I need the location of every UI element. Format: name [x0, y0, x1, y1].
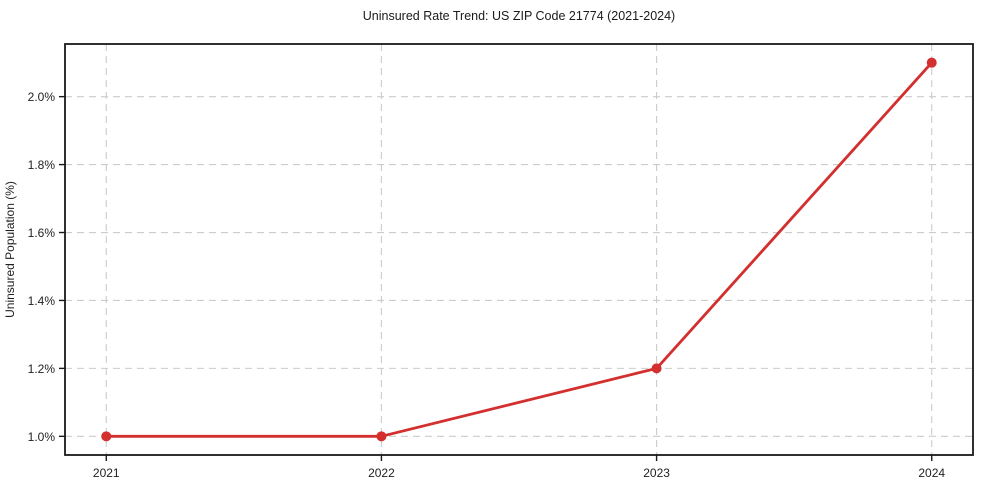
x-tick-label: 2021	[93, 466, 120, 480]
plot-area-background	[65, 44, 973, 455]
axes-border	[64, 43, 974, 456]
x-tick-label: 2024	[918, 466, 945, 480]
y-tick-label: 1.4%	[28, 294, 56, 308]
chart-title: Uninsured Rate Trend: US ZIP Code 21774 …	[362, 9, 676, 23]
y-tick-label: 1.6%	[28, 226, 56, 240]
y-tick-label: 2.0%	[28, 90, 56, 104]
x-tick-label: 2023	[643, 466, 670, 480]
data-point-marker	[376, 431, 387, 442]
y-axis-label: Uninsured Population (%)	[3, 181, 17, 318]
y-tick-label: 1.0%	[28, 430, 56, 444]
y-tick-label: 1.2%	[28, 362, 56, 376]
trend-line	[104, 61, 934, 438]
data-point-marker	[101, 431, 112, 442]
y-tick-label: 1.8%	[28, 158, 56, 172]
x-tick-label: 2022	[368, 466, 395, 480]
data-point-marker	[926, 57, 937, 68]
data-point-marker	[651, 363, 662, 374]
